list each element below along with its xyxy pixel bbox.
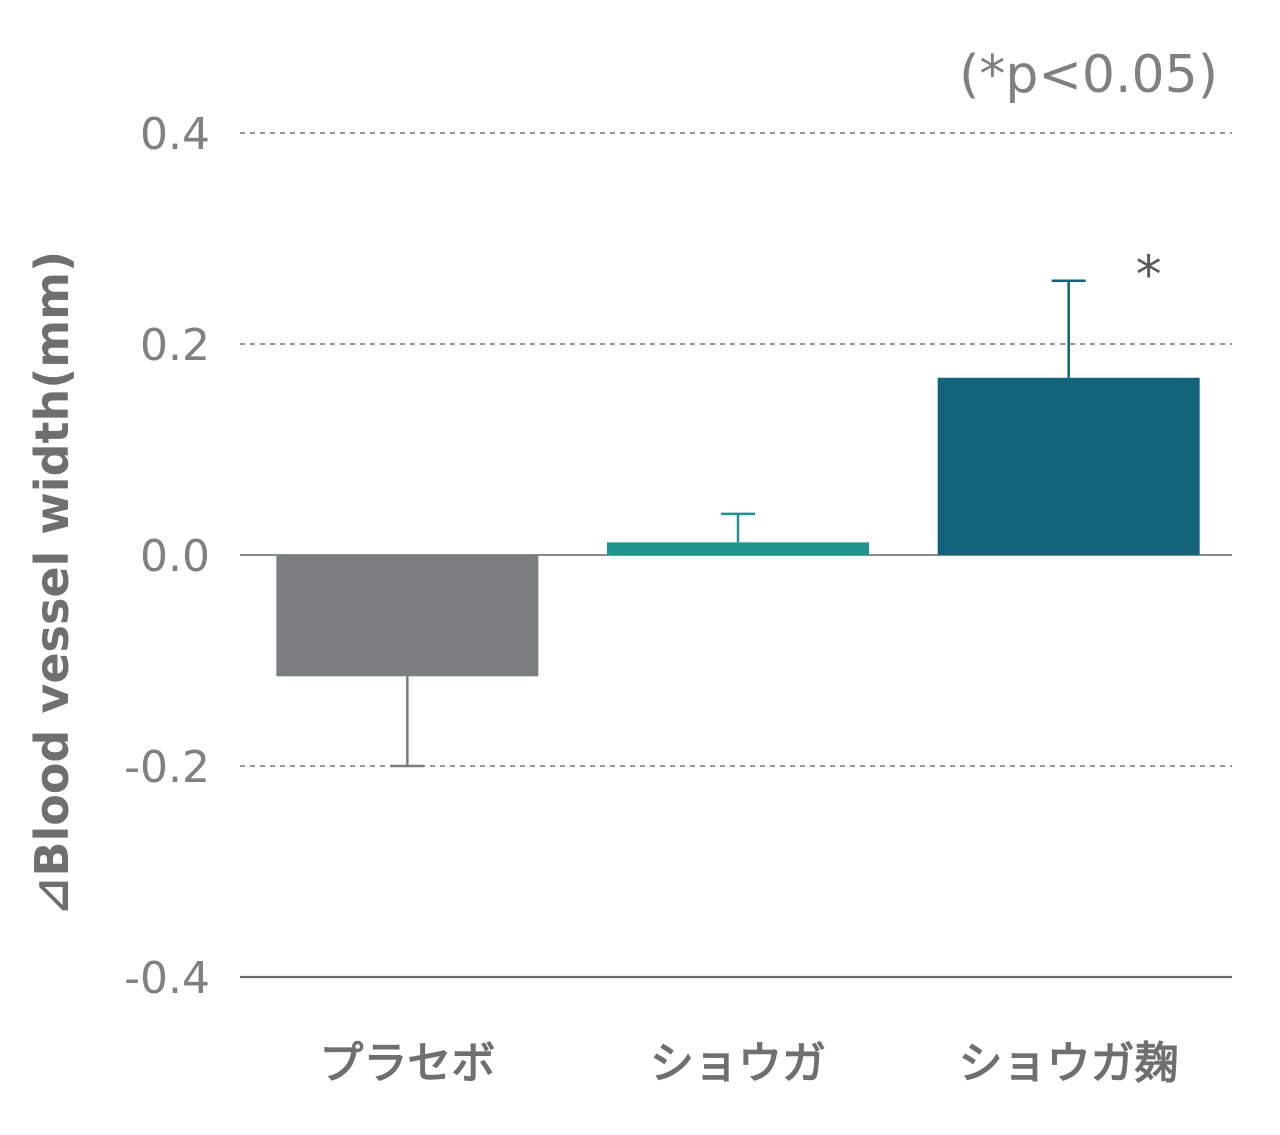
category-label: ショウガ麹: [959, 1038, 1179, 1089]
bars: [276, 377, 1200, 677]
category-label: プラセボ: [319, 1038, 495, 1089]
y-tick-label: 0.2: [140, 320, 210, 371]
category-label: ショウガ: [650, 1038, 826, 1089]
y-tick-label: -0.4: [124, 953, 210, 1004]
significance-note: (*p<0.05): [959, 45, 1218, 105]
category-labels: プラセボ ショウガ ショウガ麹: [319, 1038, 1178, 1089]
error-bars: [390, 279, 1086, 768]
bar: [276, 555, 539, 677]
y-tick-label: 0.0: [140, 531, 210, 582]
y-axis-label: ⊿Blood vessel width(mm): [25, 251, 79, 915]
significance-markers: *: [1136, 246, 1162, 306]
y-tick-labels: 0.4 0.2 0.0 -0.2 -0.4: [124, 109, 210, 1004]
significance-star: *: [1136, 246, 1162, 306]
y-tick-label: -0.2: [124, 742, 210, 793]
bar: [937, 377, 1200, 555]
y-tick-label: 0.4: [140, 109, 210, 160]
bar: [607, 542, 869, 555]
